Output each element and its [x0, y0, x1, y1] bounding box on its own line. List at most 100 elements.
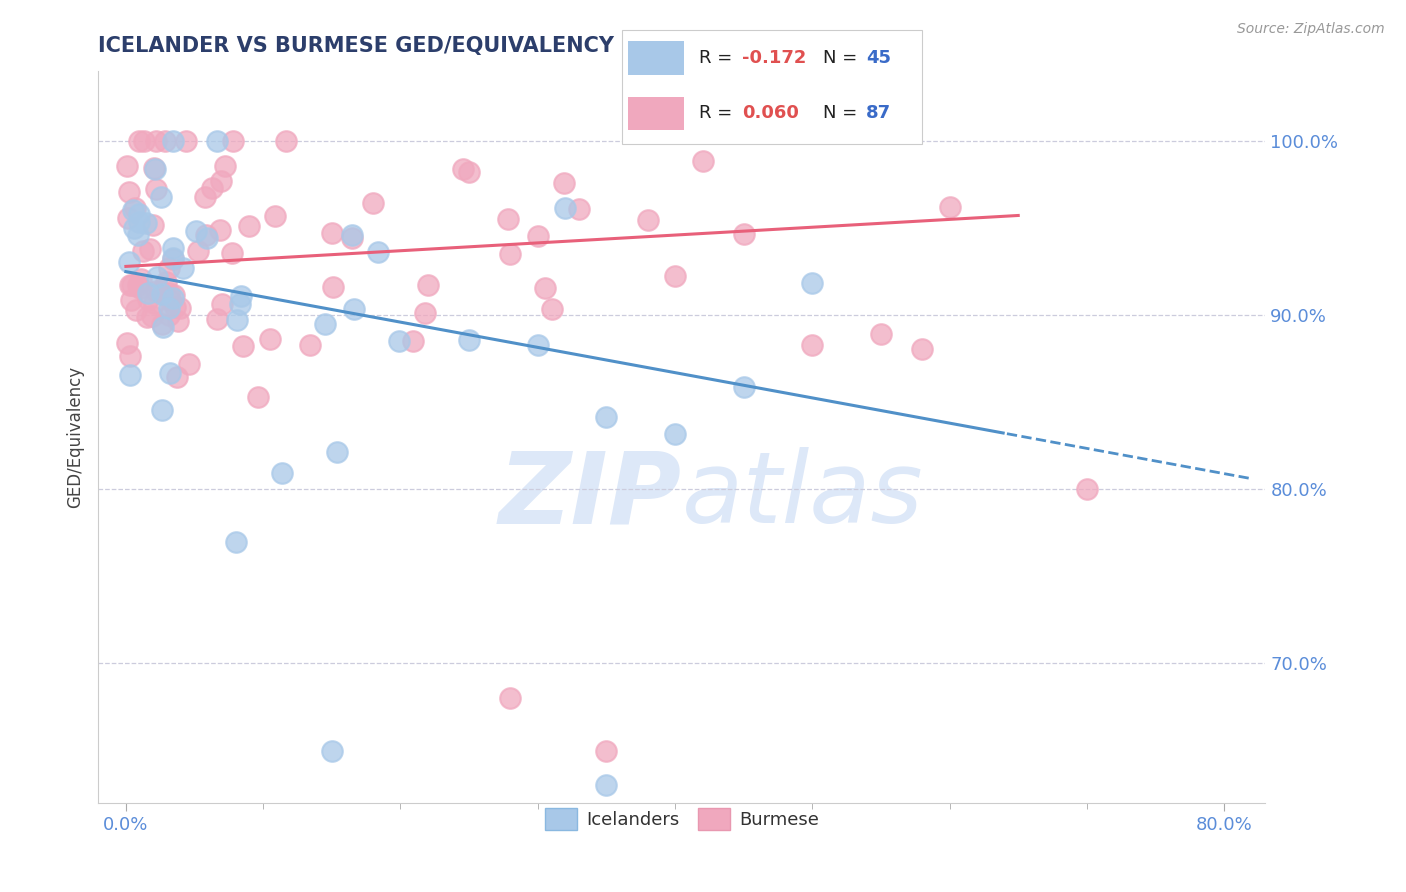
Point — [499, 246, 522, 260]
Point — [128, 215, 150, 229]
Text: N =: N = — [823, 104, 863, 122]
Point — [259, 332, 281, 346]
Point — [142, 296, 165, 310]
Text: N =: N = — [823, 49, 863, 67]
Point — [150, 287, 173, 301]
Point — [149, 284, 172, 298]
Point — [201, 181, 224, 195]
Point — [142, 218, 165, 232]
Point — [801, 277, 824, 291]
Point — [146, 270, 169, 285]
Point — [143, 161, 166, 176]
Point — [540, 301, 562, 316]
Point — [145, 182, 167, 196]
Point — [229, 297, 252, 311]
Point — [554, 201, 576, 215]
Point — [533, 281, 555, 295]
Point — [553, 177, 575, 191]
Bar — [628, 96, 683, 130]
Point — [157, 308, 180, 322]
Point — [938, 201, 960, 215]
Point — [166, 369, 188, 384]
Point — [205, 134, 228, 148]
Point — [135, 216, 157, 230]
Bar — [628, 41, 683, 75]
Point — [637, 213, 659, 227]
Point — [361, 195, 384, 210]
Point — [162, 134, 184, 148]
Point — [186, 224, 208, 238]
Point — [187, 244, 209, 259]
Point — [340, 231, 363, 245]
Point — [150, 190, 173, 204]
Legend: Icelanders, Burmese: Icelanders, Burmese — [537, 801, 827, 838]
Point — [238, 219, 260, 234]
Point — [367, 245, 389, 260]
Point — [120, 349, 142, 363]
Point — [132, 134, 155, 148]
Point — [451, 162, 474, 177]
Point — [131, 272, 153, 286]
Point — [121, 202, 143, 217]
Point — [150, 403, 173, 417]
Point — [209, 173, 232, 187]
Point — [143, 161, 166, 175]
Point — [152, 319, 174, 334]
Point — [247, 390, 270, 404]
Point — [169, 301, 191, 315]
Point — [413, 306, 436, 320]
Point — [801, 338, 824, 352]
Point — [145, 284, 167, 298]
Point — [136, 285, 159, 300]
Text: atlas: atlas — [682, 447, 924, 544]
Point — [214, 159, 236, 173]
Point — [194, 228, 217, 243]
Point — [145, 134, 167, 148]
Text: R =: R = — [699, 104, 738, 122]
Point — [222, 134, 245, 148]
Point — [124, 201, 146, 215]
Point — [568, 202, 591, 216]
Point — [733, 227, 755, 241]
Point — [526, 337, 548, 351]
Point — [322, 279, 344, 293]
Point — [194, 190, 217, 204]
Point — [343, 301, 366, 316]
Point — [595, 778, 617, 792]
Point — [595, 410, 617, 425]
Point — [129, 280, 152, 294]
Text: 0.060: 0.060 — [742, 104, 799, 122]
Point — [458, 333, 481, 347]
Point — [127, 278, 149, 293]
Point — [120, 293, 142, 307]
Point — [496, 212, 519, 227]
Point — [135, 310, 157, 325]
Point — [128, 134, 150, 148]
Y-axis label: GED/Equivalency: GED/Equivalency — [66, 366, 84, 508]
Point — [195, 230, 218, 244]
Point — [162, 251, 184, 265]
Point — [664, 269, 686, 284]
Text: -0.172: -0.172 — [742, 49, 807, 67]
Point — [499, 691, 522, 706]
Point — [162, 241, 184, 255]
Point — [274, 134, 297, 148]
Text: R =: R = — [699, 49, 738, 67]
Point — [416, 277, 439, 292]
Point — [117, 335, 139, 350]
Point — [911, 342, 934, 356]
Point — [264, 209, 287, 223]
Point — [172, 261, 194, 276]
Point — [664, 427, 686, 442]
Point — [211, 296, 233, 310]
Point — [141, 309, 163, 323]
Point — [174, 134, 197, 148]
Point — [388, 334, 411, 349]
FancyBboxPatch shape — [621, 30, 922, 144]
Point — [118, 185, 141, 199]
Point — [232, 339, 254, 353]
Point — [121, 278, 143, 293]
Point — [321, 226, 343, 240]
Point — [229, 288, 252, 302]
Point — [314, 318, 336, 332]
